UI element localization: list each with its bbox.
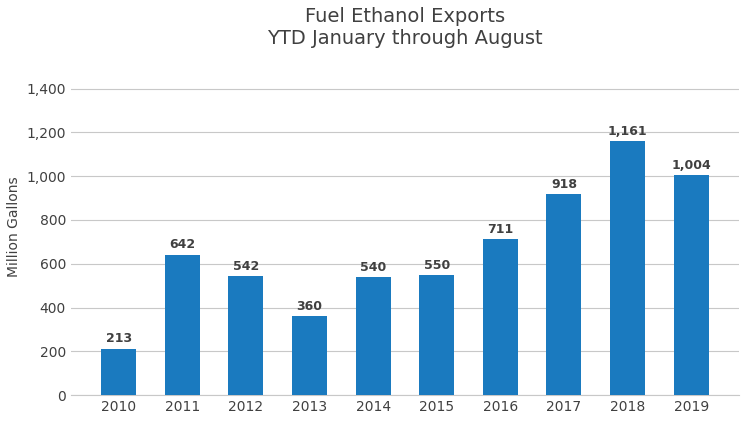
Bar (547, 194, 581, 395)
Text: 918: 918 (551, 178, 577, 191)
Text: 550: 550 (424, 258, 450, 272)
Bar (419, 275, 454, 395)
Bar (674, 175, 709, 395)
Y-axis label: Million Gallons: Million Gallons (7, 176, 21, 277)
Text: 360: 360 (297, 300, 322, 313)
Text: 542: 542 (233, 261, 259, 273)
Bar (356, 277, 391, 395)
Bar (483, 240, 518, 395)
Text: 711: 711 (487, 224, 513, 236)
Title: Fuel Ethanol Exports
YTD January through August: Fuel Ethanol Exports YTD January through… (267, 7, 543, 48)
Text: 213: 213 (106, 333, 132, 346)
Text: 1,161: 1,161 (608, 125, 648, 138)
Text: 642: 642 (169, 238, 195, 251)
Bar (292, 316, 327, 395)
Bar (228, 277, 263, 395)
Text: 1,004: 1,004 (671, 159, 711, 172)
Text: 540: 540 (360, 261, 386, 274)
Bar (165, 255, 200, 395)
Bar (610, 141, 645, 395)
Bar (101, 349, 137, 395)
